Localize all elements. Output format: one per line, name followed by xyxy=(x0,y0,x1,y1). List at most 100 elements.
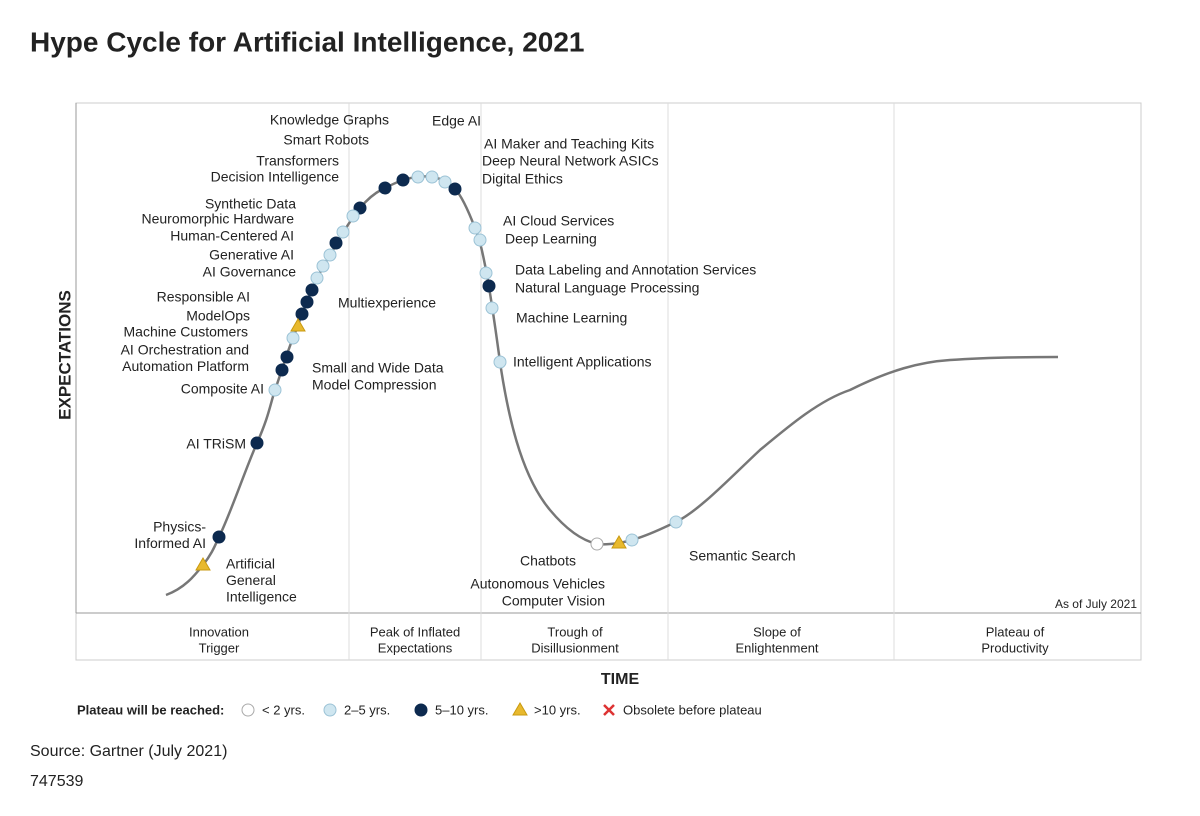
node-marker xyxy=(493,355,507,369)
node-marker xyxy=(323,248,337,262)
node-label: Chatbots xyxy=(520,553,576,569)
phase-label: Disillusionment xyxy=(531,640,619,655)
node-label: Digital Ethics xyxy=(482,171,563,187)
node-label: AI Governance xyxy=(203,264,297,280)
node-marker xyxy=(329,236,343,250)
node-marker xyxy=(336,225,350,239)
node-marker xyxy=(316,259,330,273)
node-label: Deep Learning xyxy=(505,231,597,247)
node-marker xyxy=(590,537,604,551)
node-marker xyxy=(195,557,211,571)
node-marker xyxy=(300,295,314,309)
node-label: AI Maker and Teaching Kits xyxy=(484,136,654,152)
legend-label: Obsolete before plateau xyxy=(623,702,762,717)
node-marker xyxy=(268,383,282,397)
phase-label: Trough of xyxy=(547,624,603,639)
legend-marker xyxy=(603,704,615,716)
node-label: Computer Vision xyxy=(502,593,605,609)
node-marker xyxy=(280,350,294,364)
node-label: Neuromorphic Hardware xyxy=(141,211,294,227)
node-label: AI TRiSM xyxy=(186,436,246,452)
node-label: Autonomous Vehicles xyxy=(470,576,605,592)
phase-label: Plateau of xyxy=(986,624,1045,639)
node-marker xyxy=(378,181,392,195)
node-marker xyxy=(275,363,289,377)
node-label: Artificial xyxy=(226,556,275,572)
node-marker xyxy=(295,307,309,321)
node-label: Small and Wide Data xyxy=(312,360,444,376)
node-marker xyxy=(485,301,499,315)
node-marker xyxy=(290,318,306,332)
node-label: Natural Language Processing xyxy=(515,280,699,296)
node-label: Intelligent Applications xyxy=(513,354,652,370)
node-label: Responsible AI xyxy=(157,289,250,305)
legend-label: 5–10 yrs. xyxy=(435,702,488,717)
node-marker xyxy=(438,175,452,189)
node-marker xyxy=(669,515,683,529)
node-label: Deep Neural Network ASICs xyxy=(482,153,659,169)
as-of: As of July 2021 xyxy=(1055,597,1137,611)
node-label: Semantic Search xyxy=(689,548,796,564)
node-marker xyxy=(346,209,360,223)
node-label: Generative AI xyxy=(209,247,294,263)
phase-label: Expectations xyxy=(378,640,453,655)
node-marker xyxy=(425,170,439,184)
node-marker xyxy=(473,233,487,247)
phase-label: Enlightenment xyxy=(735,640,818,655)
node-label: Machine Customers xyxy=(124,324,249,340)
phase-label: Slope of xyxy=(753,624,801,639)
node-marker xyxy=(310,271,324,285)
title: Hype Cycle for Artificial Intelligence, … xyxy=(30,26,585,57)
legend-marker xyxy=(323,703,337,717)
legend-label: < 2 yrs. xyxy=(262,702,305,717)
node-label: Transformers xyxy=(256,153,339,169)
node-label: Human-Centered AI xyxy=(170,228,294,244)
dividers xyxy=(348,103,895,660)
node-label: AI Orchestration and xyxy=(121,342,249,358)
node-label: Informed AI xyxy=(134,535,206,551)
legend-marker xyxy=(414,703,428,717)
node-label: Knowledge Graphs xyxy=(270,112,389,128)
node-marker xyxy=(448,182,462,196)
node-label: Model Compression xyxy=(312,377,437,393)
node-marker xyxy=(396,173,410,187)
node-label: Smart Robots xyxy=(283,132,369,148)
node-marker xyxy=(611,535,627,549)
node-marker xyxy=(212,530,226,544)
legend-marker xyxy=(241,703,255,717)
node-label: Composite AI xyxy=(181,381,264,397)
node-label: General xyxy=(226,572,276,588)
node-label: Automation Platform xyxy=(122,358,249,374)
node-marker xyxy=(286,331,300,345)
legend-label: 2–5 yrs. xyxy=(344,702,390,717)
node-label: Intelligence xyxy=(226,589,297,605)
doc-id: 747539 xyxy=(30,773,83,790)
node-marker xyxy=(305,283,319,297)
node-label: Data Labeling and Annotation Services xyxy=(515,262,756,278)
hype-curve xyxy=(165,175,1059,597)
node-label: Physics- xyxy=(153,519,206,535)
y-axis-label: EXPECTATIONS xyxy=(55,290,74,420)
phase-label: Productivity xyxy=(981,640,1049,655)
node-label: Decision Intelligence xyxy=(211,169,340,185)
node-marker xyxy=(625,533,639,547)
phase-label: Peak of Inflated xyxy=(370,624,460,639)
node-marker xyxy=(482,279,496,293)
node-label: Synthetic Data xyxy=(205,196,296,212)
node-marker xyxy=(468,221,482,235)
legend-marker xyxy=(512,702,528,716)
node-label: AI Cloud Services xyxy=(503,213,614,229)
x-axis-label: TIME xyxy=(601,671,640,688)
node-label: Machine Learning xyxy=(516,310,627,326)
legend-title: Plateau will be reached: xyxy=(77,702,224,717)
node-label: Edge AI xyxy=(432,113,481,129)
node-marker xyxy=(411,170,425,184)
legend-label: >10 yrs. xyxy=(534,702,581,717)
source: Source: Gartner (July 2021) xyxy=(30,743,227,760)
phase-label: Trigger xyxy=(199,640,240,655)
node-label: ModelOps xyxy=(186,308,250,324)
legend: Plateau will be reached: < 2 yrs. 2–5 yrs… xyxy=(77,702,762,717)
